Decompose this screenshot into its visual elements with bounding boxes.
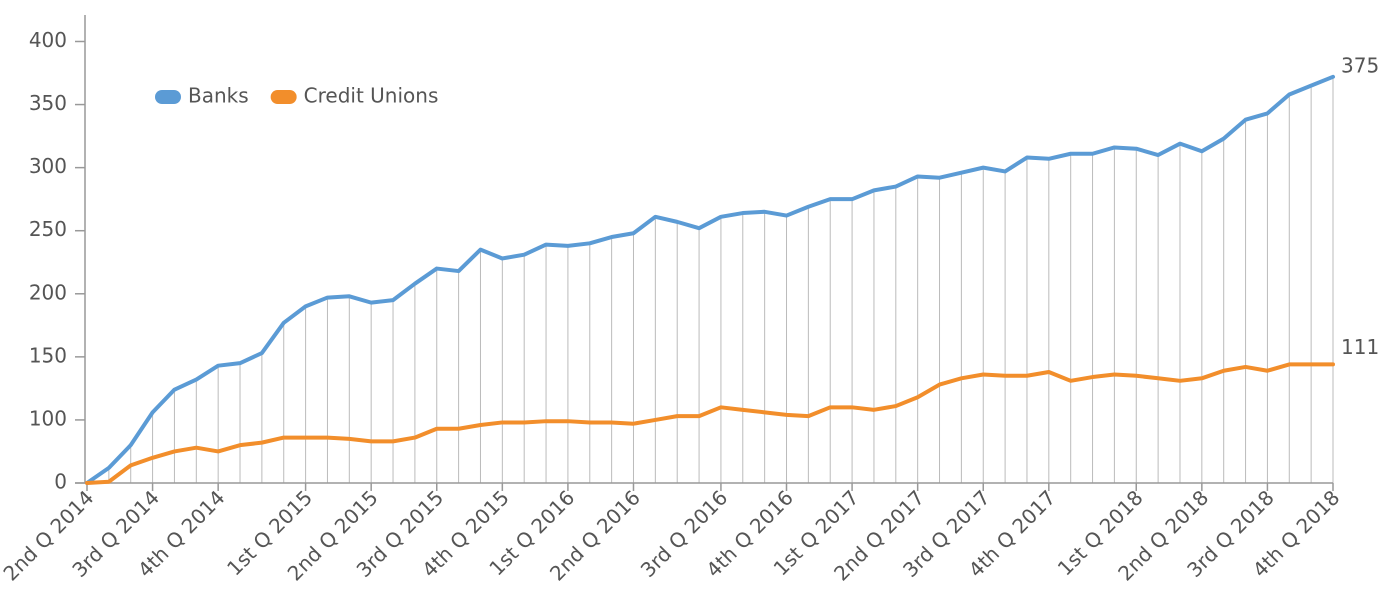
y-tick-label: 150 (29, 343, 67, 367)
y-tick-label: 0 (54, 470, 67, 494)
y-tick-label: 100 (29, 406, 67, 430)
y-tick-label: 400 (29, 28, 67, 52)
y-tick-label: 200 (29, 280, 67, 304)
legend-label: Credit Unions (304, 84, 439, 108)
legend-swatch (270, 90, 297, 104)
y-tick-label: 350 (29, 91, 67, 115)
end-annotation: 111 (1341, 335, 1379, 359)
legend-swatch (155, 90, 181, 104)
series-line (85, 74, 1335, 485)
legend-label: Banks (188, 84, 249, 108)
end-annotation: 375 (1341, 53, 1379, 77)
y-tick-label: 300 (29, 154, 67, 178)
y-tick-label: 250 (29, 217, 67, 241)
series-line (85, 362, 1335, 485)
